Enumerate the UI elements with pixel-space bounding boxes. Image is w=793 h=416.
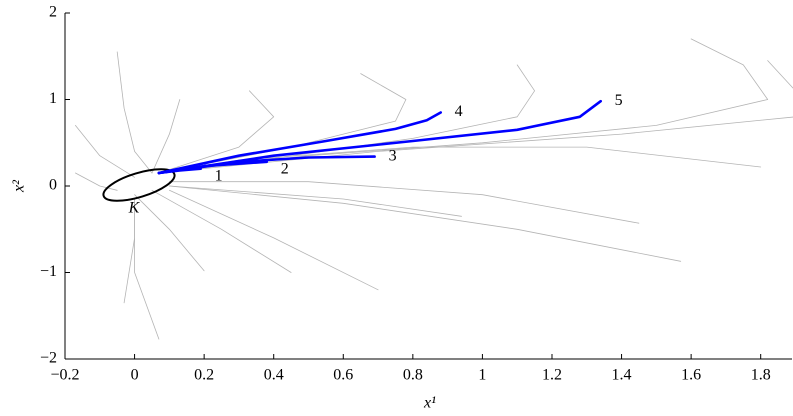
trajectory: [169, 185, 462, 217]
highlight-trajectory: [157, 111, 442, 175]
y-tick-label: −2: [40, 350, 57, 367]
x-tick-label: 0.8: [403, 367, 423, 384]
set-k: [102, 168, 176, 202]
trajectory: [151, 99, 181, 174]
y-tick-label: 2: [49, 4, 57, 21]
y-axis-label: x²: [11, 179, 28, 193]
x-tick-label: 0.6: [333, 367, 353, 384]
trajectory: [151, 189, 292, 273]
x-tick-label: 1.4: [612, 367, 632, 384]
trajectory: [116, 51, 153, 174]
x-tick-label: −0.2: [50, 367, 79, 384]
trajectory: [169, 181, 640, 224]
x-tick-label: 0.2: [194, 367, 214, 384]
trajectory: [134, 202, 160, 340]
trajectory-label: 1: [215, 167, 223, 184]
x-tick-label: 1.8: [751, 367, 771, 384]
trajectory-label: 3: [389, 147, 397, 164]
trajectory: [169, 189, 379, 291]
trajectory: [158, 38, 769, 174]
trajectory-label: 4: [455, 103, 463, 120]
x-tick-label: 1: [478, 367, 486, 384]
trajectory: [169, 185, 682, 262]
trajectory: [158, 73, 407, 174]
trajectory: [75, 125, 135, 178]
y-tick-label: −1: [40, 263, 57, 280]
trajectory: [134, 194, 205, 272]
x-tick-label: 1.6: [681, 367, 701, 384]
y-tick-label: 0: [49, 177, 57, 194]
x-tick-label: 0.4: [264, 367, 284, 384]
trajectory-label: 2: [281, 160, 289, 177]
trajectory: [75, 172, 118, 191]
trajectory-label: 5: [615, 92, 623, 109]
x-tick-label: 0: [131, 367, 139, 384]
x-tick-label: 1.2: [542, 367, 562, 384]
trajectory: [158, 60, 793, 174]
trajectory: [158, 90, 275, 174]
y-tick-label: 1: [49, 90, 57, 107]
x-axis-label: x¹: [423, 395, 436, 412]
set-k-label: K: [128, 200, 141, 217]
highlight-trajectory: [157, 99, 602, 175]
